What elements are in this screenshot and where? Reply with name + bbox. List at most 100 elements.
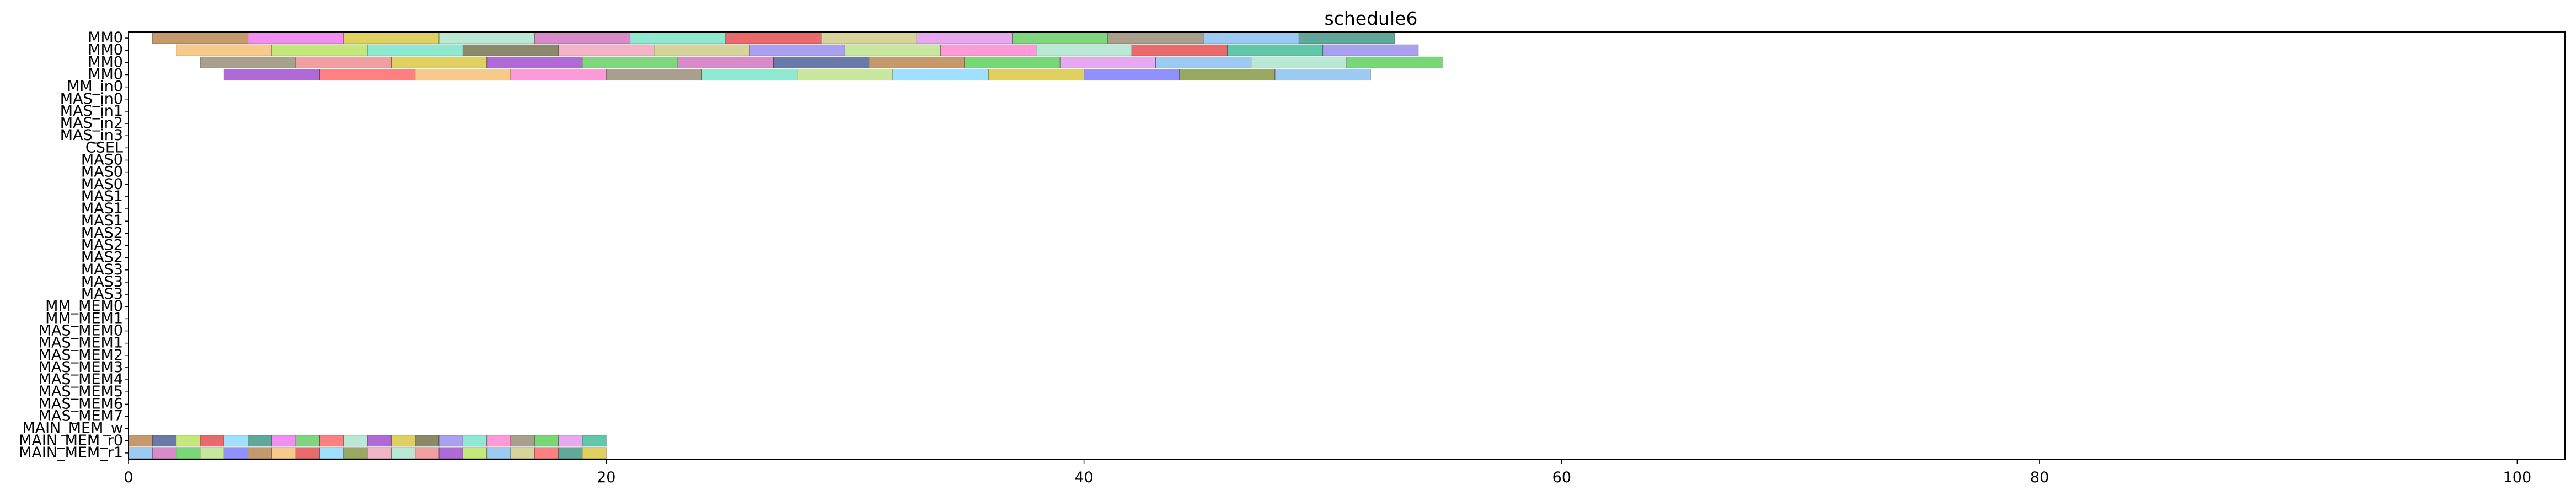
- gantt-bar: [319, 435, 344, 447]
- bars-layer: [128, 32, 1443, 459]
- gantt-bar: [558, 44, 655, 56]
- y-tick-label: MAS_MEM3: [39, 359, 123, 376]
- gantt-bar: [128, 435, 153, 447]
- gantt-bar: [152, 447, 177, 459]
- y-tick-label: MAS_MEM0: [39, 322, 123, 339]
- gantt-bar: [1203, 32, 1299, 44]
- gantt-bar: [223, 68, 320, 81]
- gantt-bar: [1274, 68, 1371, 81]
- y-tick-label: MAS1: [81, 188, 123, 205]
- x-tick-label: 100: [2503, 469, 2532, 486]
- gantt-bar: [271, 435, 296, 447]
- gantt-bar: [152, 435, 177, 447]
- y-tick-label: MAS_in0: [60, 90, 123, 107]
- gantt-bar: [749, 44, 845, 56]
- y-tick-label: MM_MEM0: [45, 298, 123, 315]
- y-tick-label: MAS_in2: [60, 115, 123, 132]
- y-tick-label: MAS2: [81, 249, 123, 266]
- y-tick-label: MM_in0: [67, 78, 123, 95]
- gantt-bar: [654, 44, 750, 56]
- gantt-bar: [390, 447, 416, 459]
- y-tick-label: MM0: [88, 29, 123, 46]
- gantt-bar: [534, 447, 559, 459]
- gantt-bar: [176, 447, 201, 459]
- y-tick-label: MAS3: [81, 261, 123, 278]
- gantt-bar: [415, 68, 511, 81]
- gantt-bar: [343, 435, 368, 447]
- gantt-bar: [534, 435, 559, 447]
- gantt-bar: [438, 32, 535, 44]
- gantt-bar: [486, 56, 583, 68]
- y-tick-label: MAS1: [81, 212, 123, 229]
- gantt-bar: [869, 56, 965, 68]
- gantt-bar: [1084, 68, 1180, 81]
- x-tick-label: 80: [2030, 469, 2049, 486]
- gantt-bar: [390, 435, 416, 447]
- gantt-bar: [200, 447, 224, 459]
- gantt-bar: [438, 435, 463, 447]
- gantt-bar: [558, 447, 583, 459]
- gantt-bar: [390, 56, 488, 68]
- gantt-bar: [582, 435, 607, 447]
- y-tick-label: MAS2: [81, 237, 123, 254]
- gantt-bar: [343, 447, 368, 459]
- gantt-bar: [773, 56, 870, 68]
- gantt-bar: [1179, 68, 1276, 81]
- gantt-bar: [486, 435, 511, 447]
- gantt-bar: [176, 435, 201, 447]
- gantt-bar: [797, 68, 893, 81]
- gantt-bar: [200, 56, 296, 68]
- gantt-bar: [1227, 44, 1324, 56]
- gantt-bar: [271, 44, 368, 56]
- gantt-bar: [582, 447, 607, 459]
- y-tick-label: MAS_MEM6: [39, 395, 123, 412]
- y-tick-label: MAS_in3: [60, 127, 123, 144]
- gantt-bar: [510, 68, 607, 81]
- gantt-bar: [988, 68, 1085, 81]
- gantt-bar: [701, 68, 798, 81]
- x-tick-label: 0: [124, 469, 133, 486]
- plot-frame: [128, 31, 2566, 460]
- y-tick-label: MAS3: [81, 285, 123, 303]
- gantt-bar: [223, 447, 249, 459]
- gantt-bar: [367, 44, 463, 56]
- gantt-bar: [1322, 44, 1419, 56]
- gantt-bar: [1298, 32, 1395, 44]
- gantt-bar: [248, 435, 272, 447]
- y-tick-label: MAS_in1: [60, 103, 123, 120]
- x-axis-tick-labels: 0 20 40 60 80 100: [124, 459, 2531, 486]
- y-tick-label: MM0: [88, 41, 123, 58]
- gantt-bar: [606, 68, 703, 81]
- gantt-bar: [462, 447, 488, 459]
- y-tick-label: MAS3: [81, 273, 123, 290]
- gantt-bar: [1346, 56, 1443, 68]
- gantt-bar: [940, 44, 1037, 56]
- gantt-bar: [152, 32, 249, 44]
- gantt-bar: [892, 68, 989, 81]
- gantt-bar: [367, 435, 392, 447]
- y-tick-label: MAIN_MEM_r1: [19, 444, 123, 461]
- gantt-bar: [343, 32, 440, 44]
- gantt-bar: [176, 44, 272, 56]
- gantt-bar: [1131, 44, 1228, 56]
- y-tick-label: CSEL: [85, 139, 123, 156]
- gantt-bar: [248, 32, 344, 44]
- y-tick-label: MM0: [88, 53, 123, 71]
- gantt-bar: [128, 447, 153, 459]
- y-axis-tick-labels: MM0MM0MM0MM0MM_in0MAS_in0MAS_in1MAS_in2M…: [19, 29, 128, 461]
- gantt-bar: [510, 447, 535, 459]
- y-tick-label: MAIN_MEM_r0: [19, 432, 123, 449]
- gantt-bar: [223, 435, 249, 447]
- gantt-bar: [295, 56, 392, 68]
- chart-title: schedule6: [1325, 8, 1418, 29]
- y-tick-label: MAS1: [81, 200, 123, 217]
- gantt-bar: [821, 32, 917, 44]
- gantt-bar: [319, 68, 416, 81]
- x-tick-label: 20: [597, 469, 615, 486]
- gantt-bar: [1012, 32, 1108, 44]
- gantt-bar: [1059, 56, 1156, 68]
- gantt-bar: [677, 56, 774, 68]
- x-tick-label: 40: [1074, 469, 1093, 486]
- gantt-bar: [367, 447, 392, 459]
- gantt-bar: [486, 447, 511, 459]
